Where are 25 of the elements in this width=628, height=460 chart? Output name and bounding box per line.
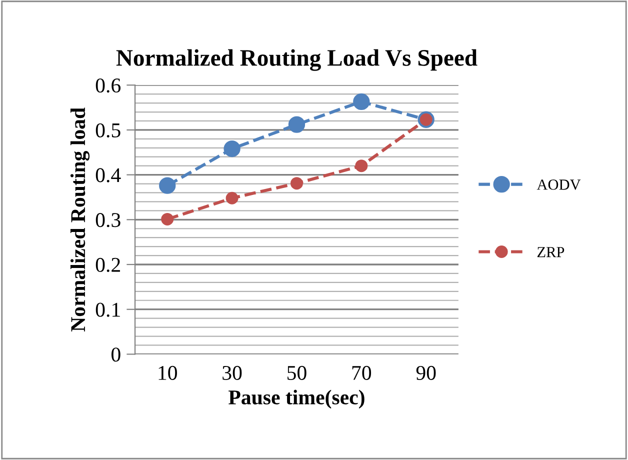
y-tick-label: 0.5 <box>96 123 120 138</box>
y-tick-label: 0.6 <box>96 78 121 93</box>
legend-label: AODV <box>536 180 581 190</box>
x-axis-title: Pause time(sec) <box>228 390 364 409</box>
y-tick-label: 0.4 <box>96 168 121 182</box>
legend-label: ZRP <box>537 247 564 258</box>
point <box>159 177 176 194</box>
point <box>161 212 174 226</box>
x-tick-label: 50 <box>288 366 306 380</box>
x-tick-label: 90 <box>416 366 436 380</box>
point <box>355 160 368 172</box>
y-tick-label: 0.3 <box>96 213 120 228</box>
point <box>288 116 306 133</box>
x-tick-label: 30 <box>222 366 242 380</box>
y-tick-label: 0.1 <box>96 302 120 317</box>
point <box>224 140 240 158</box>
y-axis-title: Normalized Routing load <box>70 108 90 332</box>
x-tick-label: 70 <box>352 366 372 380</box>
x-tick-label: 10 <box>158 366 177 380</box>
point <box>290 177 303 190</box>
y-tick-label: 0 <box>112 348 120 362</box>
point <box>226 192 238 204</box>
point <box>353 93 370 110</box>
chart-title: Normalized Routing Load Vs Speed <box>116 49 478 71</box>
y-tick-label: 0.2 <box>96 258 120 272</box>
